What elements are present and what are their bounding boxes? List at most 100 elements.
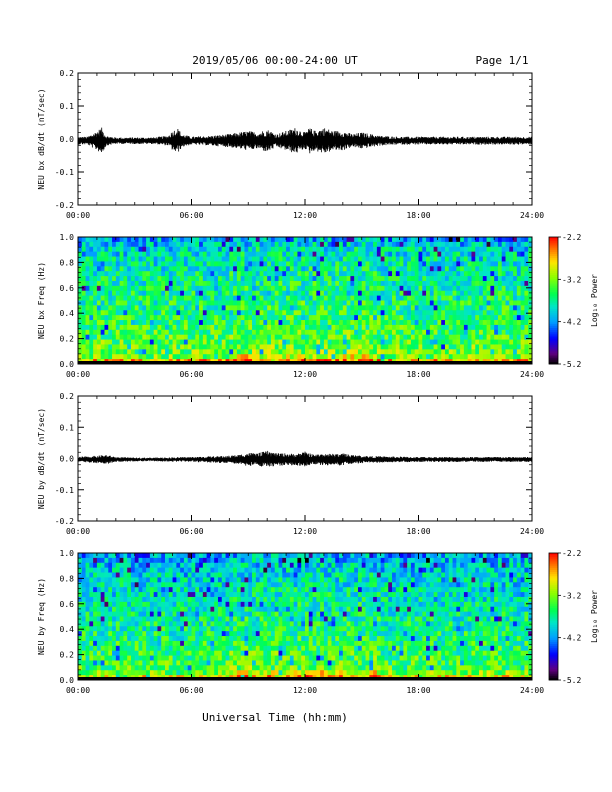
spectrogram-cell xyxy=(520,295,525,301)
spectrogram-cell xyxy=(365,310,370,316)
spectrogram-cell xyxy=(191,645,196,652)
spectrogram-cell xyxy=(369,300,374,306)
spectrogram-cell xyxy=(524,315,529,321)
spectrogram-cell xyxy=(81,237,86,243)
spectrogram-cell xyxy=(172,655,177,661)
spectrogram-cell xyxy=(342,246,348,253)
spectrogram-cell xyxy=(142,344,147,350)
spectrogram-cell xyxy=(138,655,143,661)
spectrogram-cell xyxy=(85,596,90,603)
spectrogram-cell xyxy=(210,626,215,632)
spectrogram-cell xyxy=(183,300,189,306)
spectrogram-cell xyxy=(214,577,219,583)
spectrogram-cell xyxy=(127,557,132,564)
spectrogram-cell xyxy=(320,280,325,287)
spectrogram-cell xyxy=(157,315,162,321)
spectrogram-cell xyxy=(248,261,253,267)
spectrogram-cell xyxy=(327,329,332,336)
spectrogram-cell xyxy=(85,295,90,301)
spectrogram-cell xyxy=(460,251,465,257)
spectrogram-cell xyxy=(108,251,113,257)
spectrogram-cell xyxy=(520,329,525,336)
spectrogram-cell xyxy=(89,300,94,306)
spectrogram-cell xyxy=(494,324,499,331)
spectrogram-cell xyxy=(460,246,465,253)
spectrogram-cell xyxy=(149,553,155,559)
spectrogram-cell xyxy=(100,290,105,297)
spectrogram-cell xyxy=(112,305,117,311)
spectrogram-cell xyxy=(172,650,177,656)
spectrogram-cell xyxy=(433,320,438,326)
spectrogram-cell xyxy=(384,237,389,243)
spectrogram-cell xyxy=(388,280,393,287)
spectrogram-cell xyxy=(460,339,465,345)
spectrogram-cell xyxy=(108,553,113,559)
spectrogram-cell xyxy=(78,567,83,573)
spectrogram-cell xyxy=(482,300,487,306)
spectrogram-cell xyxy=(236,645,242,652)
spectrogram-cell xyxy=(380,315,385,321)
spectrogram-cell xyxy=(149,650,155,656)
spectrogram-cell xyxy=(85,261,90,267)
spectrogram-cell xyxy=(142,349,147,355)
spectrogram-cell xyxy=(361,344,366,350)
spectrogram-cell xyxy=(176,256,181,262)
spectrogram-cell xyxy=(278,592,283,598)
spectrogram-cell xyxy=(93,261,98,267)
spectrogram-cell xyxy=(369,266,374,272)
spectrogram-cell xyxy=(161,621,166,627)
spectrogram-cell xyxy=(289,587,295,593)
spectrogram-cell xyxy=(157,655,162,661)
spectrogram-cell xyxy=(229,553,234,559)
spectrogram-cell xyxy=(252,329,257,336)
spectrogram-cell xyxy=(357,295,363,301)
spectrogram-cell xyxy=(149,557,155,564)
spectrogram-cell xyxy=(456,320,461,326)
spectrogram-cell xyxy=(528,266,533,272)
spectrogram-cell xyxy=(482,295,487,301)
spectrogram-cell xyxy=(127,592,132,598)
spectrogram-cell xyxy=(501,349,506,355)
spectrogram-cell xyxy=(486,354,491,360)
spectrogram-cell xyxy=(516,256,522,262)
spectrogram-cell xyxy=(395,246,400,253)
spectrogram-cell xyxy=(183,601,189,608)
spectrogram-cell xyxy=(482,290,487,297)
spectrogram-cell xyxy=(418,334,423,340)
spectrogram-cell xyxy=(270,587,276,593)
spectrogram-cell xyxy=(305,251,310,257)
spectrogram-cell xyxy=(233,553,238,559)
spectrogram-cell xyxy=(316,251,321,257)
spectrogram-cell xyxy=(119,295,124,301)
spectrogram-cell xyxy=(149,606,155,613)
spectrogram-cell xyxy=(248,650,253,656)
spectrogram-cell xyxy=(202,655,208,661)
spectrogram-cell xyxy=(509,266,514,272)
spectrogram-cell xyxy=(172,241,177,248)
spectrogram-cell xyxy=(89,354,94,360)
spectrogram-cell xyxy=(267,592,272,598)
spectrogram-cell xyxy=(233,577,238,583)
spectrogram-cell xyxy=(104,650,109,656)
spectrogram-cell xyxy=(490,276,495,282)
spectrogram-cell xyxy=(221,261,226,267)
spectrogram-cell xyxy=(365,339,370,345)
spectrogram-cell xyxy=(388,354,393,360)
spectrogram-cell xyxy=(221,349,226,355)
spectrogram-cell xyxy=(259,592,264,598)
spectrogram-cell xyxy=(278,300,283,306)
spectrogram-cell xyxy=(157,562,162,569)
spectrogram-cell xyxy=(89,315,94,321)
spectrogram-cell xyxy=(312,320,317,326)
spectrogram-cell xyxy=(460,334,465,340)
spectrogram-cell xyxy=(233,300,238,306)
spectrogram-cell xyxy=(165,577,170,583)
spectrogram-cell xyxy=(221,285,226,292)
spectrogram-cell xyxy=(225,256,230,262)
spectrogram-cell xyxy=(418,339,423,345)
spectrogram-cell xyxy=(157,285,162,292)
spectrogram-cell xyxy=(191,271,196,277)
spectrogram-cell xyxy=(206,660,211,666)
spectrogram-cell xyxy=(142,621,147,627)
